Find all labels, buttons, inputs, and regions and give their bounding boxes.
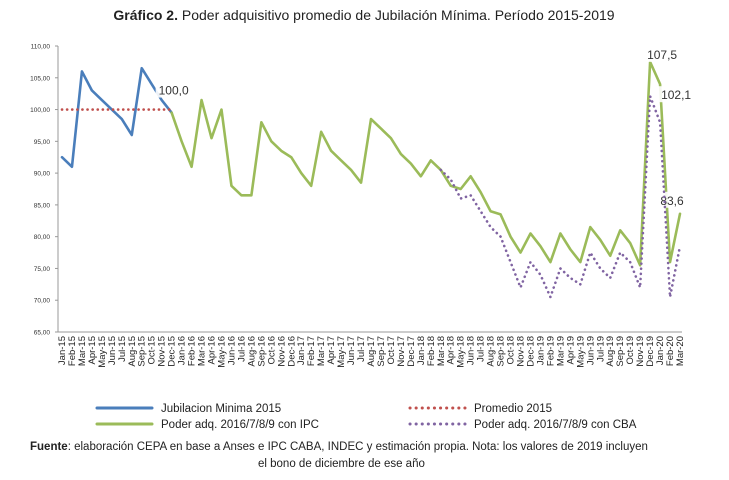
x-tick-label: Nov-17 — [396, 336, 407, 367]
x-tick-label: Sep-17 — [376, 336, 387, 367]
x-tick-label: Jan-16 — [177, 336, 188, 365]
x-tick-label: Aug-15 — [127, 336, 138, 367]
x-tick-label: Feb-17 — [306, 336, 317, 366]
y-tick-label: 70,00 — [34, 298, 51, 305]
x-tick-label: Oct-16 — [266, 336, 277, 365]
x-tick-label: Oct-15 — [147, 336, 158, 365]
x-tick-label: Nov-15 — [157, 336, 168, 367]
x-tick-label: Dec-15 — [167, 336, 178, 367]
y-tick-label: 85,00 — [34, 202, 51, 209]
x-tick-label: Mar-20 — [675, 336, 686, 366]
x-tick-label: Sep-19 — [615, 336, 626, 367]
x-tick-label: Apr-16 — [207, 336, 218, 365]
value-label: 107,5 — [647, 48, 677, 62]
x-tick-label: Jul-18 — [476, 336, 487, 362]
x-tick-label: Jul-16 — [236, 336, 247, 362]
legend-label: Promedio 2015 — [474, 403, 552, 415]
value-label-bg — [644, 45, 681, 62]
y-tick-label: 80,00 — [34, 234, 51, 241]
source-note: Fuente: elaboración CEPA en base a Anses… — [30, 441, 648, 453]
x-tick-label: Jun-19 — [585, 336, 596, 365]
x-tick-label: Jun-15 — [107, 336, 118, 365]
x-tick-label: Apr-19 — [565, 336, 576, 365]
x-tick-label: Nov-19 — [635, 336, 646, 367]
x-tick-label: Jan-17 — [296, 336, 307, 365]
x-tick-label: Dec-19 — [645, 336, 656, 367]
y-tick-label: 105,00 — [30, 75, 50, 82]
title-text: Poder adquisitivo promedio de Jubilación… — [182, 7, 615, 23]
x-tick-label: Aug-18 — [486, 336, 497, 367]
x-tick-label: Apr-15 — [87, 336, 98, 365]
y-tick-label: 95,00 — [34, 139, 51, 146]
value-label-bg — [155, 81, 192, 98]
y-tick-label: 110,00 — [31, 44, 51, 51]
x-tick-label: Nov-16 — [276, 336, 287, 367]
x-tick-label: May-16 — [216, 336, 227, 368]
value-label: 100,0 — [159, 84, 189, 98]
x-tick-label: Mar-18 — [436, 336, 447, 366]
x-tick-label: Feb-18 — [426, 336, 437, 366]
x-tick-label: Jan-19 — [535, 336, 546, 365]
y-tick-label: 65,00 — [34, 330, 51, 337]
x-tick-label: Feb-16 — [187, 336, 198, 366]
x-tick-label: Dec-16 — [286, 336, 297, 367]
x-tick-label: Oct-17 — [386, 336, 397, 365]
value-label: 102,1 — [661, 88, 691, 102]
x-tick-label: May-15 — [97, 336, 108, 368]
x-tick-label: Mar-15 — [77, 336, 88, 366]
x-tick-label: Jul-17 — [356, 336, 367, 362]
x-tick-label: May-19 — [575, 336, 586, 368]
x-tick-label: Sep-18 — [496, 336, 507, 367]
legend-label: Jubilacion Minima 2015 — [161, 403, 281, 415]
x-tick-label: Aug-16 — [246, 336, 257, 367]
x-tick-label: Mar-19 — [555, 336, 566, 366]
x-tick-label: Jan-18 — [416, 336, 427, 365]
source-line: el bono de diciembre de ese año — [258, 458, 425, 470]
x-tick-label: Sep-15 — [137, 336, 148, 367]
series-line — [439, 94, 682, 299]
x-tick-label: Jul-15 — [117, 336, 128, 362]
legend-label: Poder adq. 2016/7/8/9 con CBA — [474, 419, 637, 431]
x-tick-label: Feb-19 — [545, 336, 556, 366]
x-tick-label: Aug-17 — [366, 336, 377, 367]
source-label: Fuente — [30, 441, 68, 453]
x-tick-label: Mar-16 — [197, 336, 208, 366]
source-line: : elaboración CEPA en base a Anses e IPC… — [68, 441, 648, 453]
title-bold: Gráfico 2. — [113, 7, 178, 23]
series-line — [170, 60, 682, 267]
x-tick-label: Mar-17 — [316, 336, 327, 366]
x-tick-label: Oct-18 — [506, 336, 517, 365]
x-tick-label: Nov-18 — [516, 336, 527, 367]
value-label: 83,6 — [660, 194, 684, 208]
series-line — [60, 66, 173, 169]
x-tick-label: Aug-19 — [605, 336, 616, 367]
x-tick-label: Jul-19 — [595, 336, 606, 362]
y-tick-label: 75,00 — [34, 266, 51, 273]
x-tick-label: Dec-18 — [525, 336, 536, 367]
x-tick-label: May-18 — [456, 336, 467, 368]
x-tick-label: Jun-18 — [466, 336, 477, 365]
x-tick-label: Apr-17 — [326, 336, 337, 365]
x-tick-label: Apr-18 — [446, 336, 457, 365]
chart-title: Gráfico 2. Poder adquisitivo promedio de… — [113, 7, 614, 23]
legend-label: Poder adq. 2016/7/8/9 con IPC — [161, 419, 319, 431]
y-tick-label: 100,00 — [30, 107, 50, 114]
x-tick-label: May-17 — [336, 336, 347, 368]
value-label-bg — [654, 191, 690, 208]
x-tick-label: Feb-20 — [665, 336, 676, 366]
x-tick-label: Oct-19 — [625, 336, 636, 365]
value-label-bg — [658, 86, 695, 103]
x-tick-label: Feb-15 — [67, 336, 78, 366]
x-tick-label: Jun-17 — [346, 336, 357, 365]
x-tick-label: Jan-20 — [655, 336, 666, 365]
y-tick-label: 90,00 — [34, 171, 51, 178]
x-tick-label: Dec-17 — [406, 336, 417, 367]
x-tick-label: Jan-15 — [57, 336, 68, 365]
x-tick-label: Jun-16 — [226, 336, 237, 365]
x-tick-label: Sep-16 — [256, 336, 267, 367]
